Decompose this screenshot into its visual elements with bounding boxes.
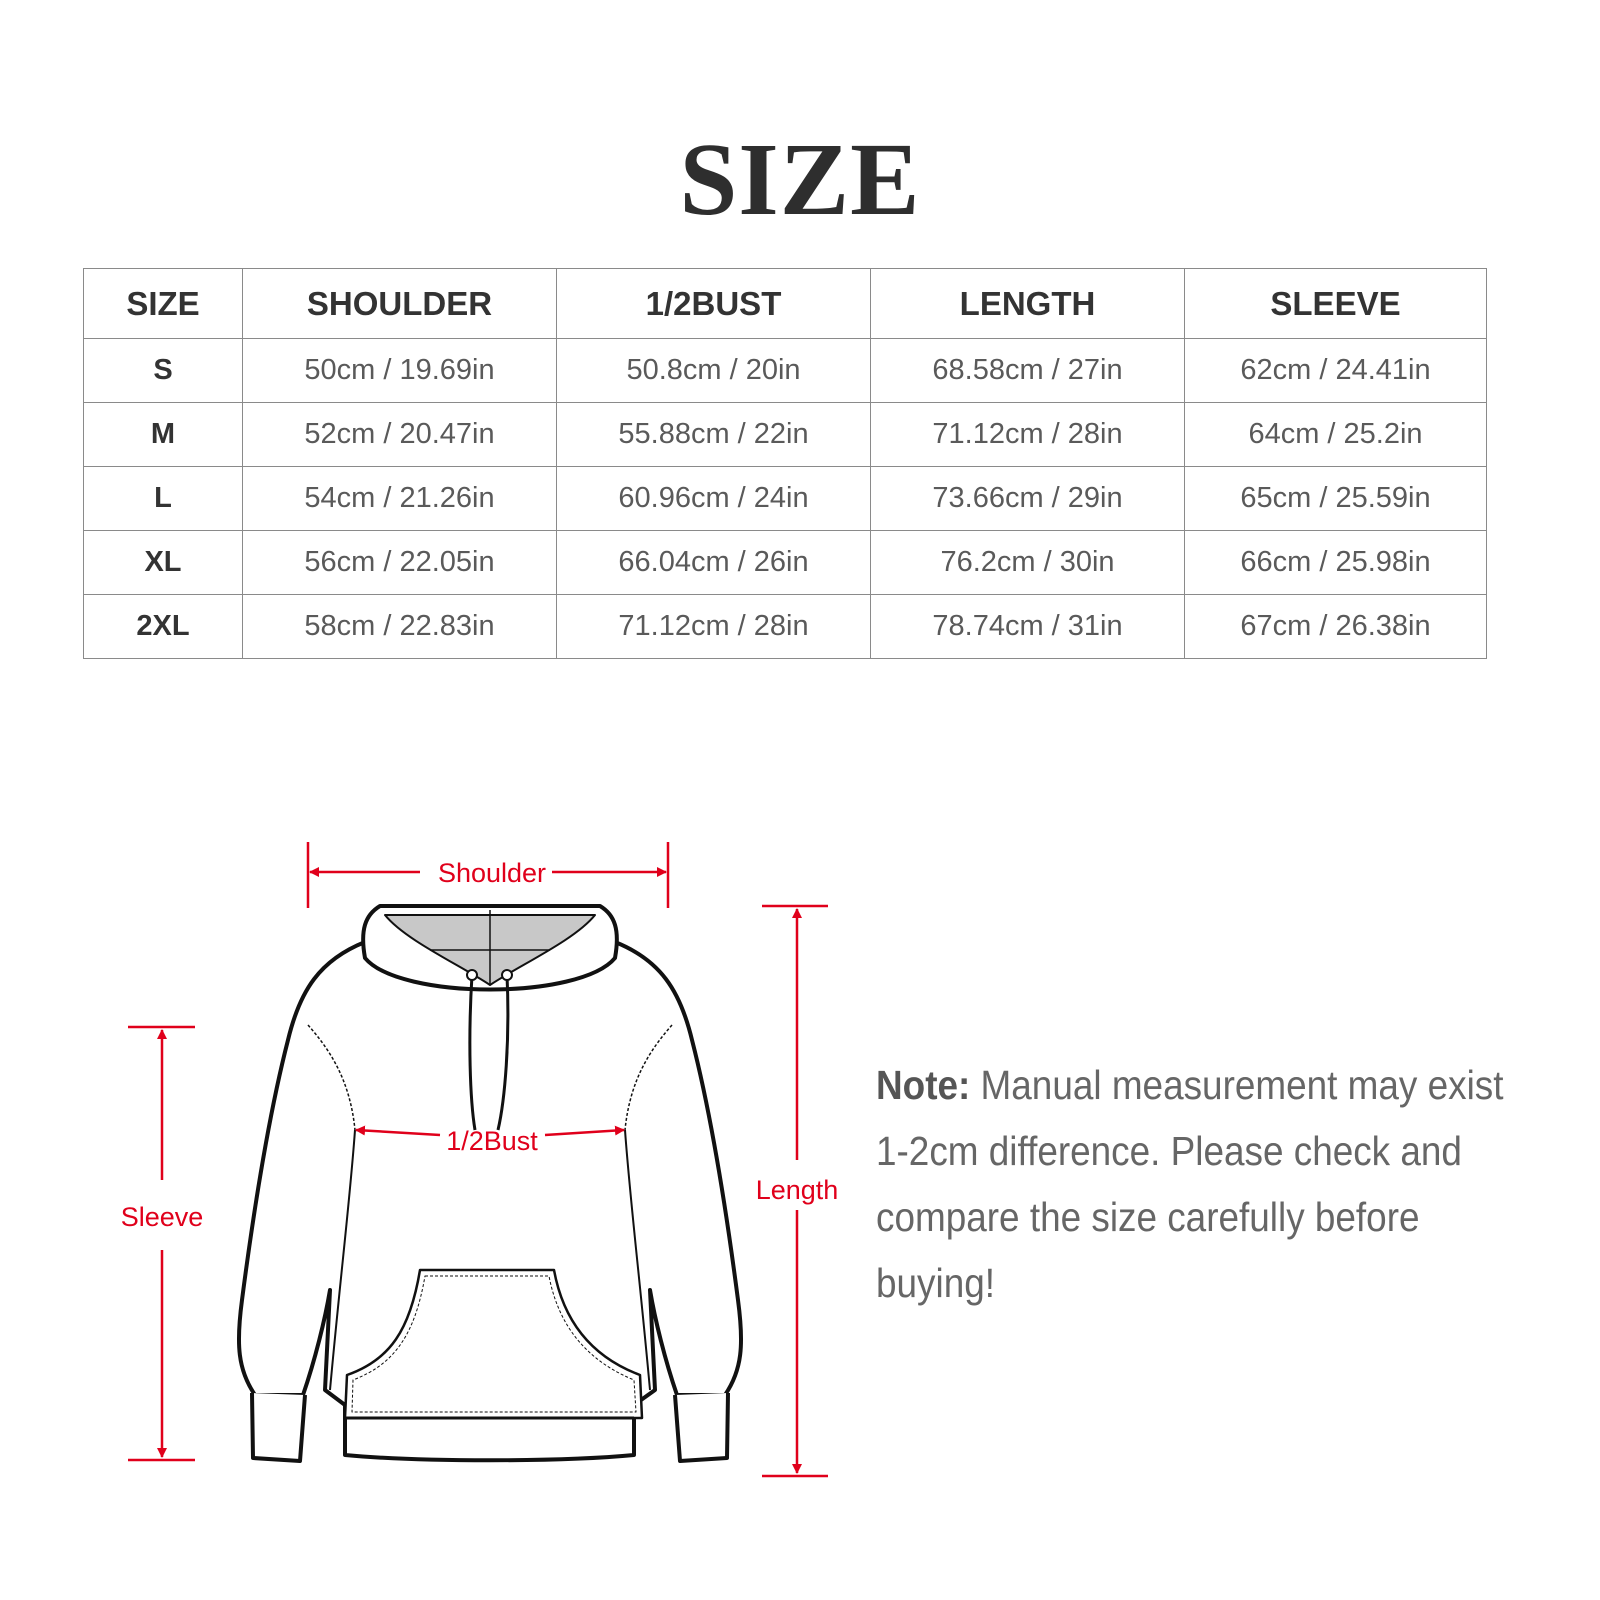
- measurement-cell: 58cm / 22.83in: [242, 594, 557, 659]
- size-cell: L: [83, 466, 243, 531]
- size-cell: S: [83, 338, 243, 403]
- measurement-cell: 66cm / 25.98in: [1184, 530, 1487, 595]
- size-cell: 2XL: [83, 594, 243, 659]
- measurement-note: Note: Manual measurement may exist 1-2cm…: [876, 1052, 1506, 1316]
- measurement-cell: 66.04cm / 26in: [556, 530, 871, 595]
- measurement-cell: 71.12cm / 28in: [870, 402, 1185, 467]
- measurement-cell: 73.66cm / 29in: [870, 466, 1185, 531]
- measurement-guides: [128, 842, 828, 1478]
- shoulder-label: Shoulder: [438, 858, 546, 888]
- measurement-cell: 60.96cm / 24in: [556, 466, 871, 531]
- table-header-row: SIZE SHOULDER 1/2BUST LENGTH SLEEVE: [83, 268, 1487, 339]
- page-title: SIZE: [679, 122, 921, 237]
- measurement-cell: 71.12cm / 28in: [556, 594, 871, 659]
- measurement-cell: 76.2cm / 30in: [870, 530, 1185, 595]
- table-row: M 52cm / 20.47in 55.88cm / 22in 71.12cm / 2…: [83, 402, 1487, 467]
- length-label: Length: [756, 1175, 839, 1205]
- size-table: SIZE SHOULDER 1/2BUST LENGTH SLEEVE S 50c…: [83, 268, 1487, 659]
- table-row: S 50cm / 19.69in 50.8cm / 20in 68.58cm / 27…: [83, 338, 1487, 403]
- measurement-cell: 54cm / 21.26in: [242, 466, 557, 531]
- sleeve-label: Sleeve: [121, 1202, 204, 1232]
- measurement-cell: 67cm / 26.38in: [1184, 594, 1487, 659]
- measurement-cell: 56cm / 22.05in: [242, 530, 557, 595]
- measurement-cell: 62cm / 24.41in: [1184, 338, 1487, 403]
- header-length: LENGTH: [870, 268, 1185, 339]
- measurement-cell: 52cm / 20.47in: [242, 402, 557, 467]
- measurement-cell: 50cm / 19.69in: [242, 338, 557, 403]
- note-text: Manual measurement may exist 1-2cm diffe…: [876, 1062, 1504, 1306]
- header-sleeve: SLEEVE: [1184, 268, 1487, 339]
- measurement-cell: 78.74cm / 31in: [870, 594, 1185, 659]
- bust-label: 1/2Bust: [446, 1126, 538, 1156]
- table-row: XL 56cm / 22.05in 66.04cm / 26in 76.2cm / 3…: [83, 530, 1487, 595]
- table-row: L 54cm / 21.26in 60.96cm / 24in 73.66cm / 2…: [83, 466, 1487, 531]
- hoodie-illustration: [236, 904, 744, 1463]
- measurement-cell: 50.8cm / 20in: [556, 338, 871, 403]
- measurement-cell: 65cm / 25.59in: [1184, 466, 1487, 531]
- note-label: Note:: [876, 1062, 971, 1108]
- header-bust: 1/2BUST: [556, 268, 871, 339]
- size-cell: M: [83, 402, 243, 467]
- measurement-cell: 55.88cm / 22in: [556, 402, 871, 467]
- header-size: SIZE: [83, 268, 243, 339]
- table-row: 2XL 58cm / 22.83in 71.12cm / 28in 78.74cm /…: [83, 594, 1487, 659]
- measurement-cell: 64cm / 25.2in: [1184, 402, 1487, 467]
